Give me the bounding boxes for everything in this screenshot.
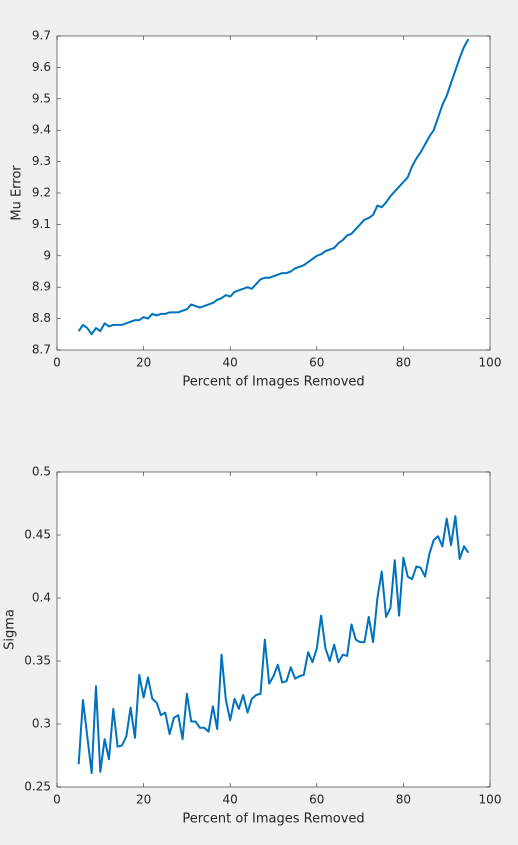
plot-area xyxy=(56,471,491,788)
y-axis-label: Sigma xyxy=(3,609,18,650)
y-tick-label: 8.7 xyxy=(32,343,51,357)
y-tick-label: 0.35 xyxy=(24,654,51,668)
y-tick-label: 9.4 xyxy=(32,123,51,137)
x-axis-label: Percent of Images Removed xyxy=(182,375,364,390)
x-tick-label: 60 xyxy=(309,356,324,370)
y-tick-label: 0.3 xyxy=(32,717,51,731)
x-tick-label: 80 xyxy=(396,356,411,370)
y-tick-label: 0.45 xyxy=(24,528,51,542)
y-tick-label: 9.6 xyxy=(32,60,51,74)
y-tick-label: 9 xyxy=(43,248,51,262)
y-axis-label: Mu Error xyxy=(10,165,25,221)
y-tick-label: 9.7 xyxy=(32,29,51,43)
x-tick-label: 100 xyxy=(479,793,502,807)
plot-area xyxy=(56,35,491,351)
x-tick-label: 40 xyxy=(223,356,238,370)
y-tick-label: 0.25 xyxy=(24,780,51,794)
x-tick-label: 0 xyxy=(53,793,61,807)
y-tick-label: 0.5 xyxy=(32,465,51,479)
y-tick-label: 8.9 xyxy=(32,280,51,294)
x-tick-label: 20 xyxy=(136,793,151,807)
y-tick-label: 0.4 xyxy=(32,591,51,605)
x-axis-label: Percent of Images Removed xyxy=(182,812,364,827)
y-tick-label: 9.1 xyxy=(32,217,51,231)
x-tick-label: 80 xyxy=(396,793,411,807)
x-tick-label: 100 xyxy=(479,356,502,370)
data-line xyxy=(77,38,470,336)
y-tick-label: 8.8 xyxy=(32,311,51,325)
y-tick-label: 9.3 xyxy=(32,154,51,168)
x-tick-label: 0 xyxy=(53,356,61,370)
x-tick-label: 60 xyxy=(309,793,324,807)
y-tick-label: 9.2 xyxy=(32,186,51,200)
x-tick-label: 40 xyxy=(223,793,238,807)
data-line xyxy=(77,515,470,775)
x-tick-label: 20 xyxy=(136,356,151,370)
y-tick-label: 9.5 xyxy=(32,91,51,105)
